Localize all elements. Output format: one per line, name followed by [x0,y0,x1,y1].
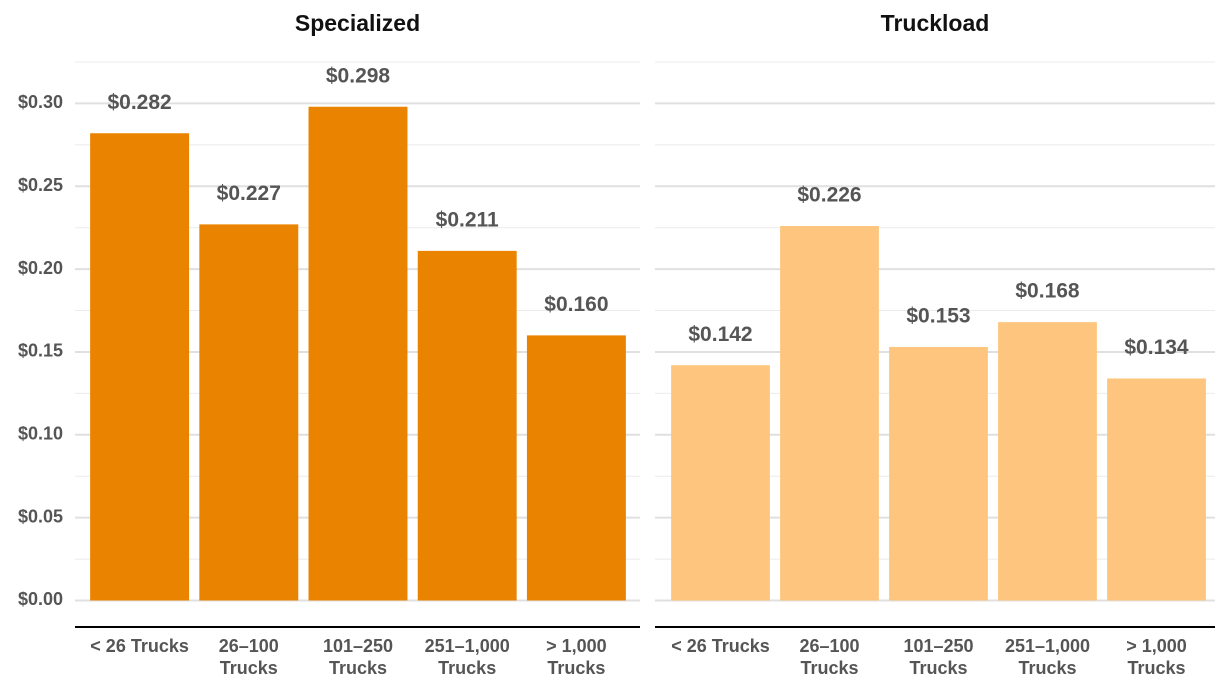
value-label: $0.160 [544,293,608,316]
y-tick-label: $0.00 [18,589,63,609]
panel-title: Truckload [881,10,990,36]
bar [671,365,770,601]
x-tick-label: 26–100 Trucks [219,636,279,678]
x-tick-label: > 1,000 Trucks [546,636,607,678]
value-label: $0.134 [1124,336,1189,359]
bar [998,322,1097,601]
y-tick-label: $0.10 [18,424,63,444]
x-tick-label: 101–250 Trucks [903,636,973,678]
bar [1107,378,1206,601]
y-tick-label: $0.05 [18,506,63,526]
bar [780,226,879,601]
x-tick-label: 101–250 Trucks [323,636,393,678]
value-label: $0.142 [688,323,752,346]
x-tick-label: 251–1,000 Trucks [1005,636,1090,678]
value-label: $0.298 [326,64,391,87]
bar [889,346,988,601]
y-tick-label: $0.20 [18,258,63,278]
bar [526,335,626,601]
value-label: $0.153 [906,305,970,328]
value-label: $0.227 [217,182,281,205]
bar [308,106,408,601]
bar [417,250,517,601]
bar [90,133,190,601]
bar [199,224,299,601]
y-tick-label: $0.25 [18,175,63,195]
x-tick-label: 251–1,000 Trucks [425,636,510,678]
y-tick-label: $0.30 [18,92,63,112]
value-label: $0.226 [797,184,861,207]
value-label: $0.282 [107,91,171,114]
value-label: $0.168 [1015,280,1080,303]
x-tick-label: 26–100 Trucks [799,636,859,678]
x-tick-label: < 26 Trucks [671,636,770,656]
value-label: $0.211 [436,208,499,231]
panel-title: Specialized [295,10,420,36]
y-tick-label: $0.15 [18,341,63,361]
x-tick-label: < 26 Trucks [90,636,189,656]
x-tick-label: > 1,000 Trucks [1126,636,1187,678]
